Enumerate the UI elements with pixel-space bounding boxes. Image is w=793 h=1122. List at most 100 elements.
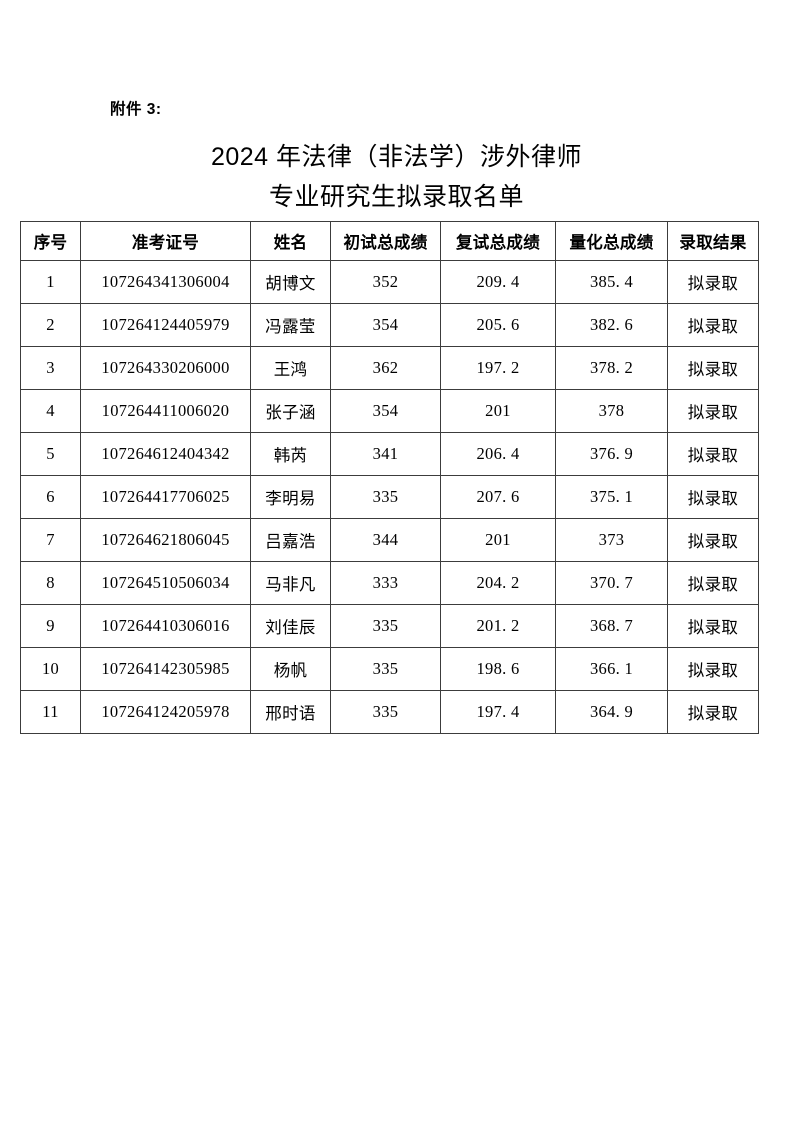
- cell-result: 拟录取: [667, 647, 759, 691]
- cell-first: 333: [330, 561, 441, 605]
- column-header-second: 复试总成绩: [440, 221, 556, 261]
- cell-result: 拟录取: [667, 518, 759, 562]
- cell-total: 375. 1: [555, 475, 668, 519]
- cell-second: 197. 4: [440, 690, 556, 734]
- cell-index: 10: [20, 647, 81, 691]
- cell-total: 370. 7: [555, 561, 668, 605]
- cell-name: 张子涵: [250, 389, 331, 433]
- cell-result: 拟录取: [667, 432, 759, 476]
- cell-second: 201: [440, 389, 556, 433]
- cell-index: 1: [20, 260, 81, 304]
- table-row: 8 107264510506034 马非凡 333 204. 2 370. 7 拟录取: [20, 561, 759, 605]
- cell-id: 107264417706025: [80, 475, 251, 519]
- table-row: 10 107264142305985 杨帆 335 198. 6 366. 1 拟录取: [20, 647, 759, 691]
- page-title: 2024 年法律（非法学）涉外律师 专业研究生拟录取名单: [20, 137, 773, 217]
- cell-first: 352: [330, 260, 441, 304]
- cell-second: 205. 6: [440, 303, 556, 347]
- cell-total: 382. 6: [555, 303, 668, 347]
- cell-name: 吕嘉浩: [250, 518, 331, 562]
- admission-table-container: 序号 准考证号 姓名 初试总成绩 复试总成绩 量化总成绩 录取结果 1 10726…: [20, 221, 759, 734]
- column-header-id: 准考证号: [80, 221, 251, 261]
- column-header-index: 序号: [20, 221, 81, 261]
- cell-result: 拟录取: [667, 690, 759, 734]
- table-header: 序号 准考证号 姓名 初试总成绩 复试总成绩 量化总成绩 录取结果: [20, 221, 759, 261]
- cell-index: 7: [20, 518, 81, 562]
- cell-id: 107264124405979: [80, 303, 251, 347]
- column-header-result: 录取结果: [667, 221, 759, 261]
- cell-first: 335: [330, 604, 441, 648]
- cell-first: 335: [330, 690, 441, 734]
- cell-name: 李明易: [250, 475, 331, 519]
- table-row: 2 107264124405979 冯露莹 354 205. 6 382. 6 拟录取: [20, 303, 759, 347]
- cell-second: 201. 2: [440, 604, 556, 648]
- cell-total: 376. 9: [555, 432, 668, 476]
- cell-index: 8: [20, 561, 81, 605]
- cell-id: 107264621806045: [80, 518, 251, 562]
- table-row: 6 107264417706025 李明易 335 207. 6 375. 1 拟录取: [20, 475, 759, 519]
- column-header-first: 初试总成绩: [330, 221, 441, 261]
- cell-first: 344: [330, 518, 441, 562]
- cell-index: 6: [20, 475, 81, 519]
- cell-name: 马非凡: [250, 561, 331, 605]
- cell-first: 341: [330, 432, 441, 476]
- cell-name: 杨帆: [250, 647, 331, 691]
- cell-second: 198. 6: [440, 647, 556, 691]
- cell-first: 335: [330, 475, 441, 519]
- cell-index: 11: [20, 690, 81, 734]
- cell-result: 拟录取: [667, 303, 759, 347]
- cell-second: 204. 2: [440, 561, 556, 605]
- cell-first: 354: [330, 303, 441, 347]
- cell-second: 209. 4: [440, 260, 556, 304]
- cell-id: 107264341306004: [80, 260, 251, 304]
- cell-result: 拟录取: [667, 604, 759, 648]
- cell-total: 373: [555, 518, 668, 562]
- cell-total: 364. 9: [555, 690, 668, 734]
- table-header-row: 序号 准考证号 姓名 初试总成绩 复试总成绩 量化总成绩 录取结果: [20, 221, 759, 261]
- cell-result: 拟录取: [667, 389, 759, 433]
- page-title-line-1: 2024 年法律（非法学）涉外律师: [210, 143, 583, 171]
- cell-result: 拟录取: [667, 346, 759, 390]
- cell-name: 冯露莹: [250, 303, 331, 347]
- cell-result: 拟录取: [667, 561, 759, 605]
- page-title-line-2: 专业研究生拟录取名单: [268, 183, 524, 211]
- cell-index: 5: [20, 432, 81, 476]
- cell-name: 邢时语: [250, 690, 331, 734]
- cell-first: 362: [330, 346, 441, 390]
- cell-total: 378. 2: [555, 346, 668, 390]
- cell-name: 胡博文: [250, 260, 331, 304]
- table-row: 3 107264330206000 王鸿 362 197. 2 378. 2 拟录取: [20, 346, 759, 390]
- cell-index: 4: [20, 389, 81, 433]
- attachment-label: 附件 3:: [110, 101, 162, 118]
- cell-second: 197. 2: [440, 346, 556, 390]
- cell-result: 拟录取: [667, 260, 759, 304]
- cell-index: 3: [20, 346, 81, 390]
- cell-id: 107264330206000: [80, 346, 251, 390]
- column-header-total: 量化总成绩: [555, 221, 668, 261]
- cell-total: 378: [555, 389, 668, 433]
- cell-index: 2: [20, 303, 81, 347]
- cell-index: 9: [20, 604, 81, 648]
- cell-second: 207. 6: [440, 475, 556, 519]
- table-row: 4 107264411006020 张子涵 354 201 378 拟录取: [20, 389, 759, 433]
- cell-name: 王鸿: [250, 346, 331, 390]
- cell-id: 107264142305985: [80, 647, 251, 691]
- cell-name: 刘佳辰: [250, 604, 331, 648]
- table-row: 5 107264612404342 韩芮 341 206. 4 376. 9 拟录取: [20, 432, 759, 476]
- cell-name: 韩芮: [250, 432, 331, 476]
- table-body: 1 107264341306004 胡博文 352 209. 4 385. 4 拟录取 2 10…: [20, 260, 759, 734]
- cell-first: 335: [330, 647, 441, 691]
- cell-second: 206. 4: [440, 432, 556, 476]
- table-row: 11 107264124205978 邢时语 335 197. 4 364. 9 拟录取: [20, 690, 759, 734]
- cell-total: 366. 1: [555, 647, 668, 691]
- cell-result: 拟录取: [667, 475, 759, 519]
- cell-id: 107264510506034: [80, 561, 251, 605]
- table-row: 1 107264341306004 胡博文 352 209. 4 385. 4 拟录取: [20, 260, 759, 304]
- cell-second: 201: [440, 518, 556, 562]
- cell-id: 107264411006020: [80, 389, 251, 433]
- table-row: 7 107264621806045 吕嘉浩 344 201 373 拟录取: [20, 518, 759, 562]
- cell-id: 107264410306016: [80, 604, 251, 648]
- admission-table: 序号 准考证号 姓名 初试总成绩 复试总成绩 量化总成绩 录取结果 1 10726…: [20, 221, 759, 734]
- cell-first: 354: [330, 389, 441, 433]
- table-row: 9 107264410306016 刘佳辰 335 201. 2 368. 7 拟录取: [20, 604, 759, 648]
